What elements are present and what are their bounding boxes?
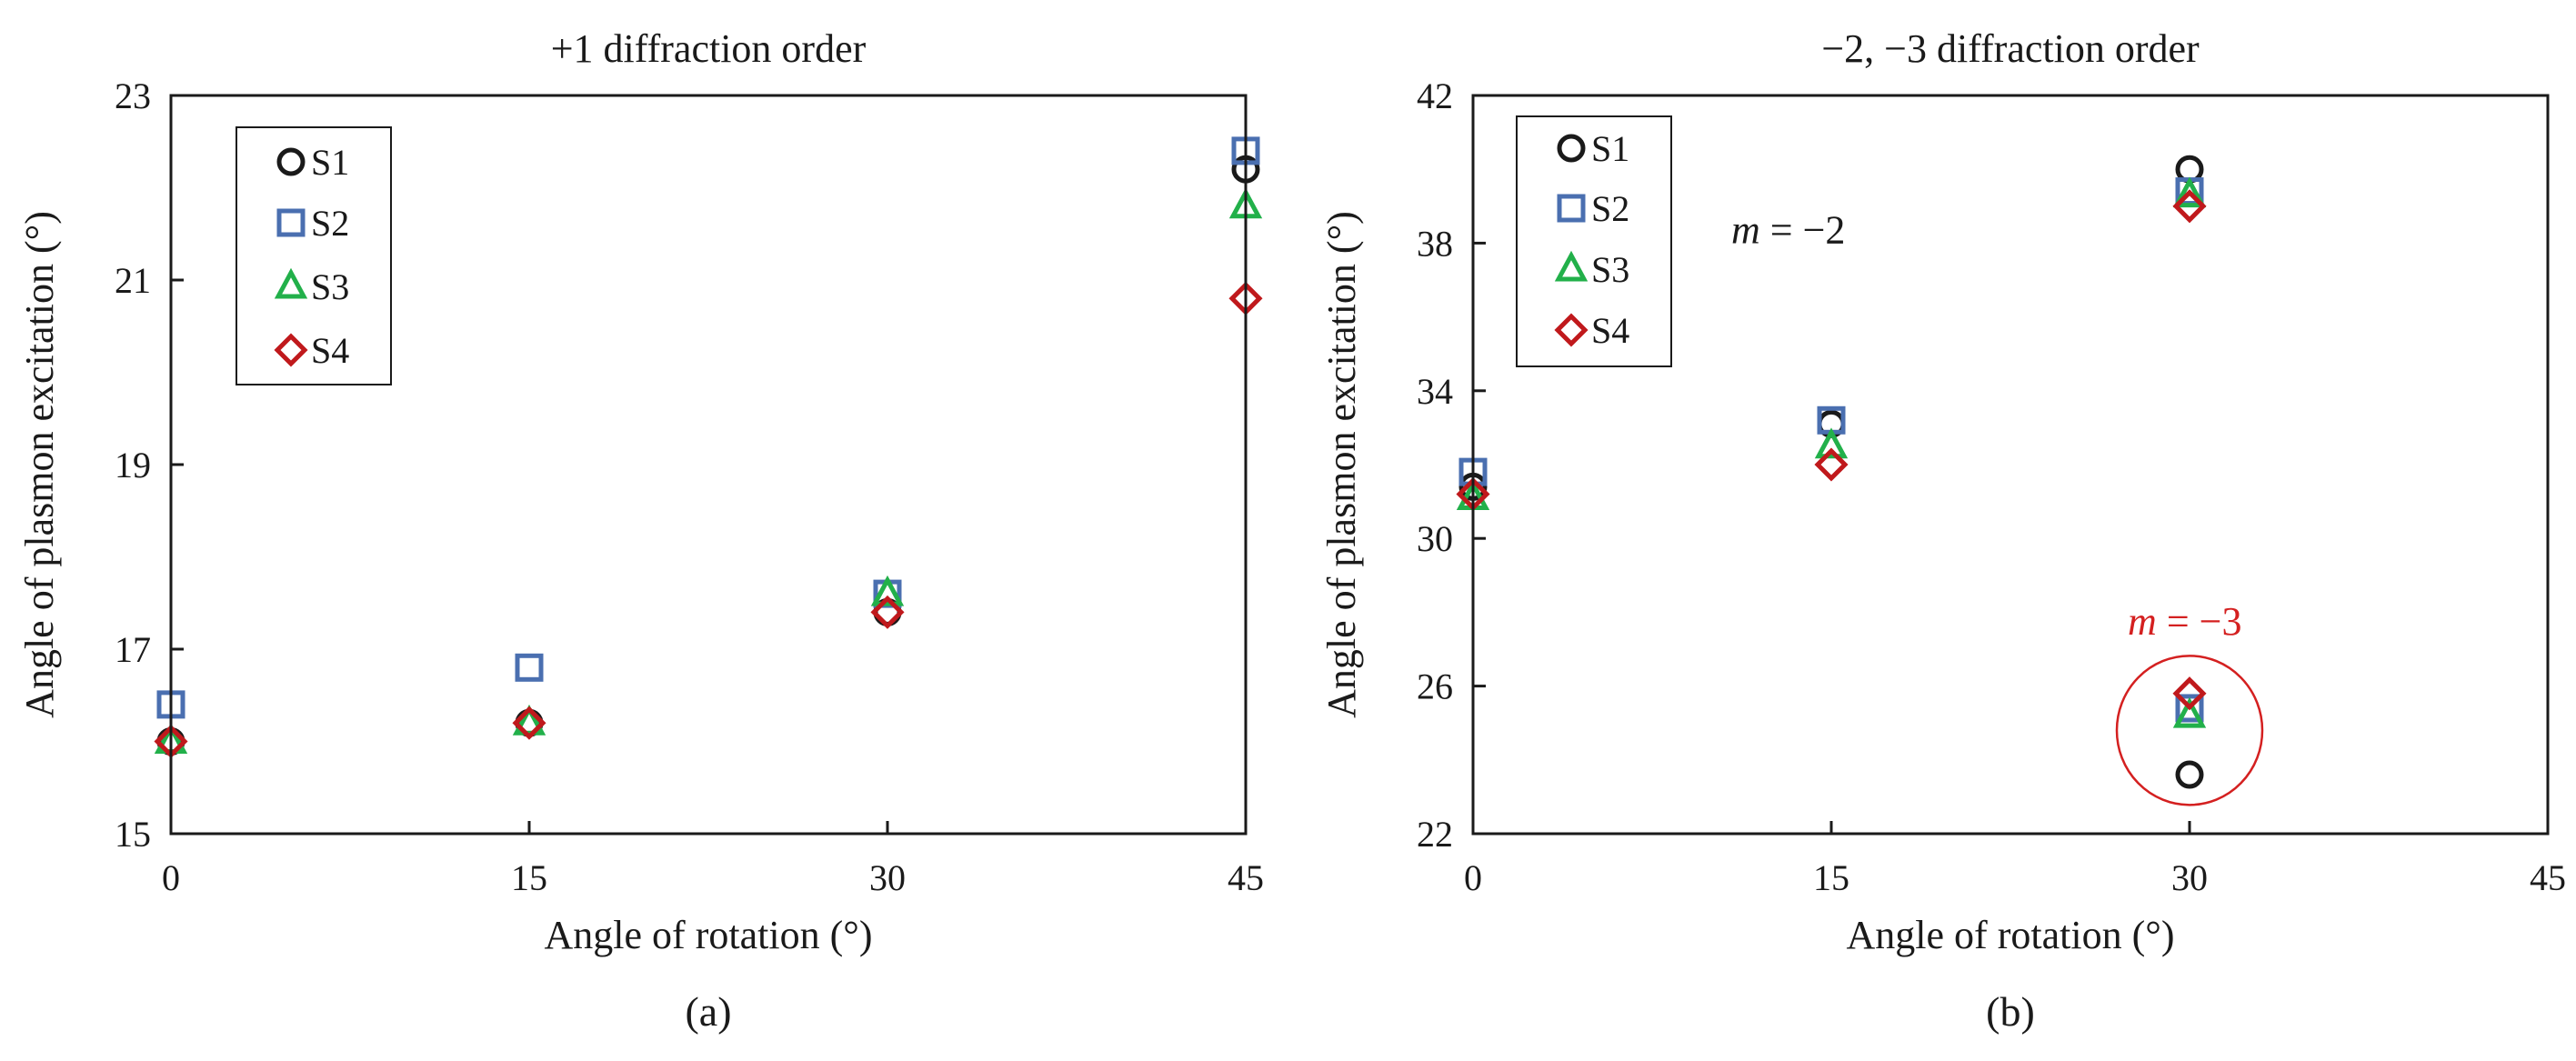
legend-marker-s2 <box>276 208 306 237</box>
x-tick-label: 30 <box>2171 857 2208 898</box>
data-point-s3 <box>1814 427 1849 459</box>
data-point-s4 <box>2172 189 2207 224</box>
panel-a-caption: (a) <box>685 988 731 1035</box>
legend-marker-s2 <box>1557 194 1586 223</box>
data-point-s3 <box>2172 696 2207 728</box>
data-point-s4 <box>2172 676 2207 711</box>
panel-a-x-axis-label: Angle of rotation (°) <box>545 913 873 957</box>
data-point-s4 <box>512 706 546 740</box>
legend-label-s2: S2 <box>311 203 349 244</box>
y-tick-label: 34 <box>1417 371 1453 412</box>
x-tick-label: 45 <box>2530 857 2566 898</box>
panel-a-plot-frame <box>169 94 1248 836</box>
x-tick-label: 15 <box>1813 857 1849 898</box>
x-tick-label: 15 <box>511 857 547 898</box>
panel-a-scatter-chart: +1 diffraction order Angle of plasmon ex… <box>17 26 1264 1035</box>
legend-marker-s3 <box>1554 250 1589 282</box>
legend-label-s3: S3 <box>311 266 349 307</box>
legend-box <box>236 126 392 385</box>
x-tick-label: 45 <box>1228 857 1264 898</box>
y-tick-label: 23 <box>115 75 151 116</box>
legend-label-s2: S2 <box>1591 188 1629 229</box>
panel-a-y-axis-label: Angle of plasmon excitation (°) <box>17 211 62 718</box>
legend-label-s4: S4 <box>311 330 349 371</box>
legend-label-s4: S4 <box>1591 310 1629 351</box>
y-tick-label: 22 <box>1417 814 1453 855</box>
y-tick-label: 21 <box>115 260 151 301</box>
annotation-label: m = −2 <box>1731 207 1845 252</box>
legend-marker-s1 <box>1557 134 1586 163</box>
legend-marker-s3 <box>274 267 308 299</box>
legend-label-s1: S1 <box>311 142 349 183</box>
data-point-s4 <box>870 595 905 629</box>
panel-b-annotations: m = −2 m = −3 <box>1731 207 2241 643</box>
data-point-s1 <box>2175 760 2204 789</box>
y-tick-label: 17 <box>115 629 151 670</box>
x-tick-label: 0 <box>1464 857 1482 898</box>
legend-label-s1: S1 <box>1591 128 1629 169</box>
data-point-s2 <box>515 653 544 682</box>
y-tick-label: 38 <box>1417 223 1453 264</box>
legend-marker-s1 <box>276 147 306 176</box>
data-point-s3 <box>2172 176 2207 208</box>
panel-b-scatter-chart: −2, −3 diffraction order Angle of plasmo… <box>1319 26 2566 1035</box>
data-point-s3 <box>512 704 546 736</box>
panel-b-legend: S1 S2 S3 S4 <box>1516 115 1672 367</box>
y-tick-label: 15 <box>115 814 151 855</box>
panel-b-y-axis-label: Angle of plasmon excitation (°) <box>1319 211 1364 718</box>
data-point-s4 <box>1814 447 1849 482</box>
legend-label-s3: S3 <box>1591 249 1629 290</box>
y-tick-label: 19 <box>115 445 151 485</box>
y-tick-label: 26 <box>1417 666 1453 707</box>
data-point-s2 <box>2175 694 2204 723</box>
highlight-circle <box>2115 655 2264 806</box>
x-tick-label: 30 <box>869 857 906 898</box>
legend-marker-s4 <box>1554 313 1589 347</box>
annotation-label: m = −3 <box>2128 599 2241 644</box>
panel-b-plot-frame <box>1471 94 2550 836</box>
panel-a-legend: S1 S2 S3 S4 <box>236 126 392 385</box>
panel-a-title: +1 diffraction order <box>551 26 867 71</box>
panel-a-ticks: 0 15 30 45 15 17 19 21 23 <box>115 75 1264 898</box>
data-point-s3 <box>870 575 905 606</box>
panel-b-caption: (b) <box>1986 988 2035 1035</box>
panel-b-title: −2, −3 diffraction order <box>1821 26 2200 71</box>
y-tick-label: 42 <box>1417 75 1453 116</box>
x-tick-label: 0 <box>162 857 180 898</box>
y-tick-label: 30 <box>1417 518 1453 559</box>
panel-b-x-axis-label: Angle of rotation (°) <box>1847 913 2175 957</box>
legend-marker-s4 <box>274 333 308 367</box>
legend-box <box>1516 115 1672 367</box>
